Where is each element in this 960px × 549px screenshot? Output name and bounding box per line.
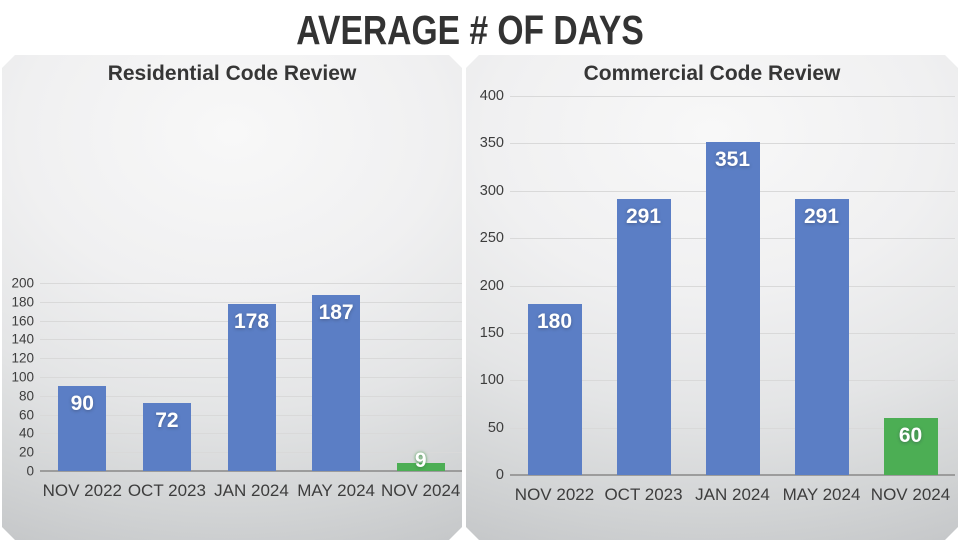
y-axis-tick-label: 50	[487, 419, 504, 436]
bar-value-label: 178	[233, 309, 270, 333]
bar-value-label: 291	[803, 205, 840, 229]
bar: 291	[795, 199, 849, 475]
x-axis-label: NOV 2024	[380, 481, 461, 500]
y-axis-tick-label: 350	[479, 135, 504, 152]
y-axis-tick-label: 160	[11, 313, 34, 329]
y-axis-tick-label: 60	[18, 407, 34, 423]
bar: 187	[312, 295, 360, 471]
y-axis-tick-label: 100	[479, 372, 504, 389]
x-axis-label: NOV 2022	[42, 481, 122, 500]
slide-title: AVERAGE # OF DAYS	[296, 6, 644, 53]
x-axis-label: OCT 2023	[127, 481, 206, 500]
chart-title-residential: Residential Code Review	[107, 62, 357, 85]
y-axis-tick-label: 300	[479, 182, 504, 199]
bar: 9	[397, 463, 445, 471]
bar-value-label: 72	[155, 409, 179, 433]
y-axis-tick-label: 80	[18, 388, 34, 404]
gridline	[510, 96, 955, 97]
x-axis-label: NOV 2024	[870, 485, 951, 504]
bar-value-label: 187	[318, 301, 354, 325]
x-axis-label: JAN 2024	[214, 481, 289, 500]
bar: 351	[706, 142, 760, 475]
plot-area-residential: 0 20 40 60 80 100 120 140 160 180 200 90 NOV 2022 72 O…	[40, 283, 463, 471]
y-axis-tick-label: 20	[18, 444, 34, 460]
x-axis-line	[510, 474, 955, 476]
y-axis-tick-label: 120	[11, 350, 34, 366]
y-axis-tick-label: 0	[495, 467, 504, 483]
bar-value-label: 90	[70, 392, 94, 416]
y-axis-tick-label: 250	[479, 230, 504, 247]
x-axis-label: JAN 2024	[695, 485, 770, 504]
bar: 178	[228, 304, 276, 471]
bar: 291	[617, 199, 671, 475]
y-axis-tick-label: 180	[11, 294, 34, 310]
y-axis-tick-label: 200	[479, 277, 504, 294]
gridline	[40, 302, 463, 303]
y-axis-tick-label: 150	[479, 324, 504, 341]
x-axis-label: MAY 2024	[297, 481, 375, 500]
x-axis-line	[40, 470, 463, 472]
x-axis-label: OCT 2023	[604, 485, 683, 504]
bar-value-label: 180	[536, 310, 573, 334]
bar-value-label: 60	[898, 424, 923, 448]
bar: 180	[528, 304, 582, 475]
y-axis-tick-label: 200	[11, 275, 34, 291]
x-axis-label: NOV 2022	[514, 485, 595, 504]
gridline	[40, 283, 463, 284]
y-axis-tick-label: 40	[18, 425, 34, 441]
bar: 72	[143, 403, 191, 471]
bar-value-label: 351	[714, 148, 751, 172]
chart-panel-commercial: Commercial Code Review 0 50 100 150 200 250 30…	[466, 55, 958, 540]
chart-title-commercial: Commercial Code Review	[583, 62, 841, 85]
bar-value-label: 9	[414, 449, 427, 473]
y-axis-tick-label: 140	[11, 331, 34, 347]
plot-area-commercial: 0 50 100 150 200 250 300 350 400 180 NOV 2022 291 OC…	[510, 96, 955, 475]
bar-value-label: 291	[625, 205, 662, 229]
chart-panel-residential: Residential Code Review 0 20 40 60 80 100 120 1…	[2, 55, 462, 540]
x-axis-label: MAY 2024	[782, 485, 861, 504]
y-axis-tick-label: 400	[479, 88, 504, 104]
bar: 60	[884, 418, 938, 475]
y-axis-tick-label: 100	[11, 369, 34, 385]
y-axis-tick-label: 0	[26, 463, 34, 479]
bar: 90	[58, 386, 106, 471]
